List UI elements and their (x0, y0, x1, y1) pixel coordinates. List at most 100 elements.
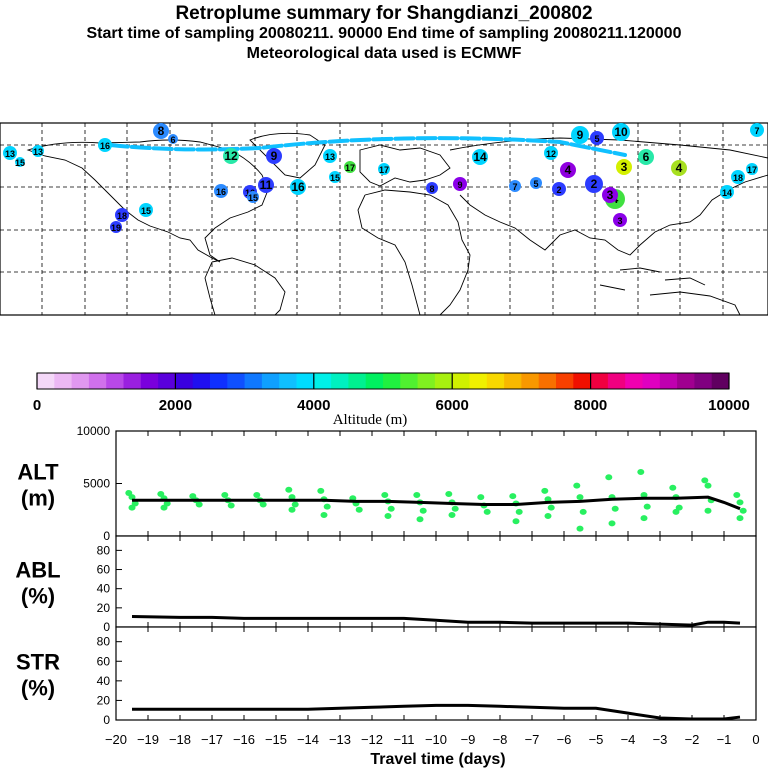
colorbar-segment (331, 373, 349, 389)
colorbar-segment (538, 373, 557, 389)
altitude-cluster-point (320, 512, 328, 518)
cluster-label: 8 (158, 124, 165, 138)
colorbar-segment (279, 373, 297, 389)
cluster-label: 16 (291, 180, 305, 194)
colorbar-segment (573, 373, 592, 389)
altitude-cluster-point (579, 508, 587, 515)
cluster-label: 17 (345, 163, 355, 173)
colorbar-tick-label: 4000 (297, 397, 330, 414)
altitude-cluster-point (736, 515, 744, 522)
altitude-cluster-point (515, 508, 523, 515)
colorbar-tick-label: 10000 (708, 397, 750, 414)
colorbar-segment (694, 373, 713, 389)
altitude-cluster-point (669, 484, 677, 491)
altitude-cluster-point (445, 491, 453, 497)
altitude-cluster-point (221, 492, 229, 499)
colorbar-segment (590, 373, 609, 389)
cluster-marker (530, 177, 542, 189)
altitude-cluster-point (733, 492, 741, 499)
altitude-cluster-point (637, 468, 645, 475)
altitude-cluster-point (736, 499, 744, 506)
colorbar-segment (158, 373, 176, 389)
x-tick-label: −19 (137, 732, 159, 747)
cluster-label: 19 (111, 223, 121, 233)
colorbar-segment (106, 373, 124, 389)
panel-abl: 0 20 40 60 80 ABL(%) (15, 535, 757, 634)
coast-south-america (204, 257, 286, 316)
cluster-marker (98, 138, 112, 152)
cluster-label: 2 (591, 177, 598, 191)
cluster-marker (378, 163, 390, 175)
y-tick-label: 20 (97, 601, 111, 615)
altitude-cluster-point (605, 474, 613, 481)
colorbar-segment (123, 373, 142, 389)
altitude-cluster-point (477, 494, 485, 501)
altitude-cluster-point (413, 492, 421, 499)
sampling-time-line: Start time of sampling 20080211. 90000 E… (86, 25, 682, 42)
cluster-label: 13 (5, 149, 15, 159)
x-tick-label: −12 (361, 732, 383, 747)
cluster-marker (266, 148, 282, 164)
cluster-label: 3 (617, 216, 622, 226)
cluster-label: 8 (429, 184, 434, 194)
cluster-marker (612, 123, 630, 141)
altitude-cluster-point (483, 508, 491, 515)
colorbar-segment (607, 373, 626, 389)
coast-north-america (26, 139, 269, 263)
y-tick-label: 40 (97, 582, 111, 596)
cluster-markers: 8613161513159510714126344243181714121715… (3, 123, 764, 233)
cluster-marker (168, 134, 178, 144)
cluster-marker (344, 161, 356, 173)
coast-africa (357, 189, 471, 316)
colorbar-segment (486, 373, 505, 389)
altitude-cluster-point (288, 494, 296, 501)
cluster-marker (616, 159, 632, 175)
panel-ylabel: ABL (15, 558, 60, 583)
y-tick-label: 5000 (83, 477, 110, 491)
cluster-marker (746, 163, 758, 175)
colorbar-segment (365, 373, 384, 389)
colorbar-segment (348, 373, 367, 389)
cluster-marker (590, 131, 604, 145)
altitude-cluster-point (416, 516, 424, 523)
x-tick-label: −7 (525, 732, 540, 747)
cluster-marker (329, 171, 341, 183)
colorbar-segment (210, 373, 228, 389)
colorbar-tick-label: 2000 (159, 397, 192, 414)
cluster-marker (453, 177, 467, 191)
altitude-cluster-point (195, 501, 203, 508)
cluster-label: 12 (224, 149, 238, 163)
colorbar-segment (556, 373, 574, 389)
altitude-cluster-point (576, 525, 584, 532)
x-tick-label: −4 (621, 732, 636, 747)
colorbar-segment (711, 373, 730, 389)
altitude-cluster-point (704, 482, 712, 489)
cluster-label: 7 (512, 182, 517, 192)
altitude-cluster-point (576, 494, 584, 501)
coast-australia (649, 291, 741, 316)
altitude-cluster-point (512, 518, 520, 525)
cluster-label: 5 (533, 179, 538, 189)
y-tick-label: 80 (97, 543, 111, 557)
cluster-marker (110, 221, 122, 233)
y-tick-label: 40 (97, 674, 111, 688)
y-tick-label: 20 (97, 693, 111, 707)
met-data-line: Meteorological data used is ECMWF (246, 45, 522, 62)
colorbar-tick-label: 8000 (574, 397, 607, 414)
panel-frame (115, 430, 757, 537)
cluster-label: 4 (565, 163, 572, 177)
colorbar-segment (88, 373, 107, 389)
panel-ylabel-unit: (m) (21, 486, 55, 511)
cluster-marker (290, 179, 306, 195)
colorbar-tick-label: 6000 (436, 397, 469, 414)
coast-indonesia (599, 267, 706, 291)
coast-europe (359, 144, 451, 187)
colorbar-segment (296, 373, 315, 389)
colorbar-segment (452, 373, 470, 389)
cluster-marker (115, 208, 129, 222)
cluster-marker (638, 149, 654, 165)
colorbar-label: Altitude (m) (333, 412, 408, 428)
altitude-cluster-point (227, 502, 235, 509)
chart-title: Retroplume summary for Shangdianzi_20080… (175, 3, 593, 24)
map-frame (0, 122, 768, 316)
